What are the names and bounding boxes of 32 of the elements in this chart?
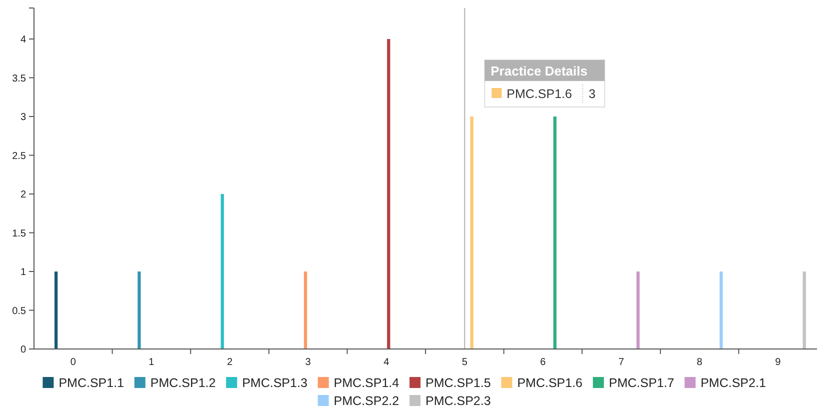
- legend-label: PMC.SP2.2: [334, 394, 400, 408]
- y-tick-label: 2.5: [12, 150, 26, 162]
- y-tick-label: 3.5: [12, 73, 26, 84]
- annotation: PMC.SP1.6: [506, 87, 572, 101]
- x-tick-label: 2: [226, 357, 233, 368]
- legend-label: PMC.SP1.1: [58, 376, 124, 390]
- legend-label: PMC.SP2.3: [426, 394, 491, 408]
- x-tick-label: 0: [70, 357, 76, 368]
- legend-label: PMC.SP1.6: [517, 376, 583, 390]
- y-tick-label: 1.5: [12, 228, 26, 240]
- legend-label: PMC.SP1.5: [426, 376, 491, 390]
- x-tick-label: 9: [775, 357, 782, 368]
- y-tick-label: 4: [20, 34, 26, 46]
- x-tick-label: 1: [148, 357, 155, 368]
- x-tick-label: 6: [540, 357, 546, 368]
- x-tick-label: 3: [305, 357, 312, 368]
- y-tick-label: 0.5: [12, 306, 26, 317]
- y-tick-label: 3: [20, 112, 26, 123]
- legend-label: PMC.SP1.2: [150, 376, 216, 390]
- x-tick-label: 5: [462, 357, 468, 368]
- legend-label: PMC.SP1.4: [334, 376, 400, 390]
- legend-label: PMC.SP1.7: [608, 376, 674, 390]
- y-tick-label: 1: [20, 267, 26, 278]
- annotation: Practice Details: [490, 64, 588, 78]
- legend-label: PMC.SP2.1: [700, 376, 766, 390]
- legend-label: PMC.SP1.3: [242, 376, 308, 390]
- x-tick-label: 7: [618, 357, 624, 368]
- annotation: 3: [588, 87, 596, 101]
- x-tick-label: 4: [384, 357, 390, 368]
- x-tick-label: 8: [696, 357, 703, 368]
- y-tick-label: 2: [20, 190, 26, 200]
- y-tick-label: 0: [20, 344, 26, 356]
